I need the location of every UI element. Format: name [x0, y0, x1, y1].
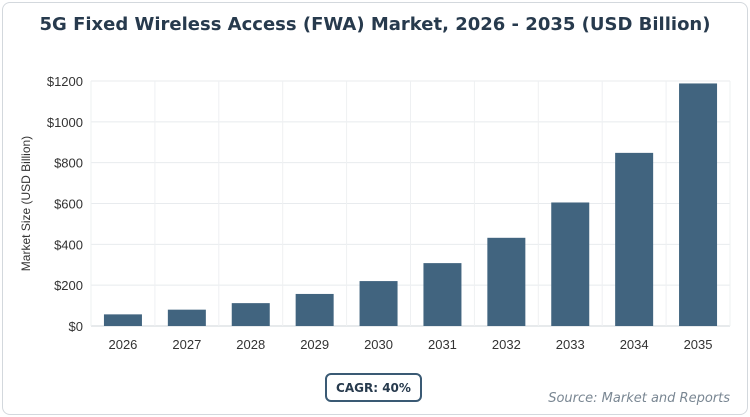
chart-title: 5G Fixed Wireless Access (FWA) Market, 2…	[39, 14, 711, 35]
bar-2033	[551, 202, 590, 326]
x-tick-label: 2029	[300, 337, 329, 352]
bar-2035	[679, 83, 718, 326]
x-tick-label: 2028	[236, 337, 265, 352]
x-tick-label: 2027	[172, 337, 201, 352]
x-tick-label: 2033	[556, 337, 585, 352]
bar-2026	[103, 314, 142, 326]
y-tick-label: $1200	[47, 74, 83, 89]
x-tick-label: 2035	[684, 337, 713, 352]
bar-2027	[167, 309, 206, 326]
bar-2034	[615, 152, 654, 326]
y-tick-label: $0	[69, 319, 83, 334]
x-tick-label: 2030	[364, 337, 393, 352]
x-tick-labels: 2026 2027 2028 2029 2030 2031 2032 2033 2034 2035	[108, 337, 712, 352]
bar-2029	[295, 293, 334, 326]
y-tick-label: $1000	[47, 115, 83, 130]
y-tick-labels: $0 $200 $400 $600 $800 $1000 $1200	[47, 74, 83, 334]
bar-2032	[487, 237, 526, 326]
bars	[103, 83, 718, 326]
y-tick-label: $600	[54, 197, 83, 212]
y-tick-label: $400	[54, 237, 83, 252]
x-tick-label: 2026	[108, 337, 137, 352]
y-axis-label: Market Size (USD Billion)	[19, 136, 33, 271]
x-tick-label: 2031	[428, 337, 457, 352]
y-tick-label: $200	[54, 278, 83, 293]
bar-2028	[231, 303, 270, 326]
y-tick-label: $800	[54, 156, 83, 171]
grid-lines	[90, 80, 731, 327]
bar-2030	[359, 281, 398, 326]
cagr-badge: CAGR: 40%	[325, 373, 422, 402]
x-tick-label: 2034	[620, 337, 649, 352]
x-tick-label: 2032	[492, 337, 521, 352]
source-label: Source: Market and Reports	[548, 391, 730, 406]
bar-2031	[423, 263, 462, 326]
